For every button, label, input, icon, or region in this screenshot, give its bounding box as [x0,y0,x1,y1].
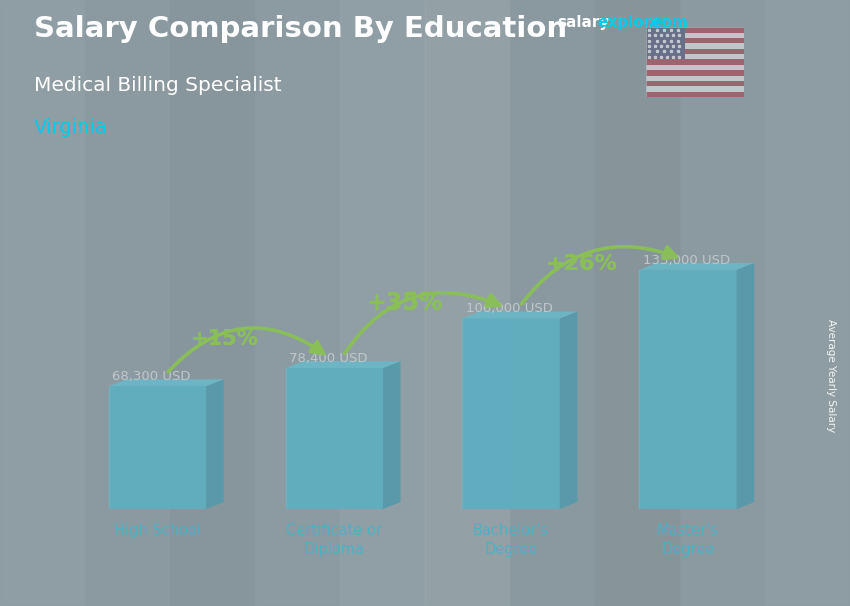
Text: +26%: +26% [546,255,618,275]
Text: Salary Comparison By Education: Salary Comparison By Education [34,15,567,43]
Bar [646,44,744,48]
Bar [646,33,744,38]
Polygon shape [462,318,560,509]
Text: 106,000 USD: 106,000 USD [466,302,552,315]
Polygon shape [639,270,737,509]
Text: 133,000 USD: 133,000 USD [643,253,730,267]
Text: explorer: explorer [598,15,670,30]
Text: Medical Billing Specialist: Medical Billing Specialist [34,76,281,95]
Bar [646,27,744,33]
Text: +35%: +35% [367,291,443,315]
Text: .com: .com [648,15,689,30]
Polygon shape [560,311,577,509]
Bar [646,27,685,59]
Text: +15%: +15% [191,330,258,350]
Text: 78,400 USD: 78,400 USD [289,351,368,365]
Polygon shape [109,386,206,509]
Text: +26%: +26% [546,255,618,275]
Bar [646,48,744,54]
Polygon shape [382,361,400,509]
Bar [646,92,744,97]
Bar [646,59,744,65]
Text: +15%: +15% [191,330,258,350]
Polygon shape [286,361,400,368]
Polygon shape [639,263,754,270]
Bar [646,54,744,59]
Bar [646,76,744,81]
Polygon shape [206,379,224,509]
Text: salary: salary [557,15,609,30]
Bar [646,65,744,70]
Text: Virginia: Virginia [34,118,108,137]
Text: 68,300 USD: 68,300 USD [112,370,191,383]
Text: Average Yearly Salary: Average Yearly Salary [826,319,836,432]
Polygon shape [737,263,754,509]
Bar [646,86,744,92]
Polygon shape [462,311,577,318]
Text: +35%: +35% [367,291,443,315]
Polygon shape [109,379,224,386]
Bar [646,38,744,44]
Bar [646,81,744,86]
Bar [646,70,744,76]
Polygon shape [286,368,382,509]
